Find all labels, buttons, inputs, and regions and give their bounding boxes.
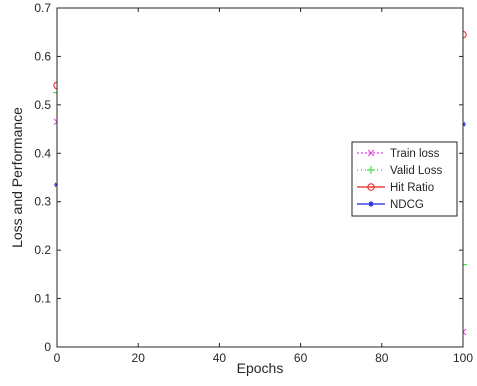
legend-marker: [367, 183, 375, 191]
x-axis-label: Epochs: [237, 360, 284, 376]
y-tick-label: 0.1: [34, 292, 51, 306]
y-tick-label: 0.4: [34, 146, 51, 160]
legend-item: Valid Loss: [357, 165, 442, 177]
y-tick-label: 0.7: [34, 1, 51, 15]
x-tick-label: 80: [375, 351, 389, 365]
y-tick-label: 0: [44, 340, 51, 354]
legend-marker: [368, 201, 374, 207]
legend-label: Valid Loss: [390, 165, 442, 177]
ticks: 0 20 40 60 80 100 0 0.1 0.2 0.3 0.4 0.5 0.6 0.7: [34, 1, 473, 365]
x-tick-label: 20: [132, 351, 146, 365]
legend-item: Train loss: [357, 148, 440, 160]
legend-item: NDCG: [357, 199, 424, 211]
legend-label: Train loss: [390, 148, 440, 160]
x-tick-label: 60: [294, 351, 308, 365]
x-tick-label: 100: [453, 351, 473, 365]
y-tick-label: 0.3: [34, 195, 51, 209]
x-tick-label: 40: [213, 351, 227, 365]
y-tick-label: 0.2: [34, 243, 51, 257]
legend-marker: [367, 166, 375, 174]
y-axis-label: Loss and Performance: [9, 107, 25, 248]
legend: Train loss Valid Loss Hit Ratio NDCG: [351, 141, 458, 217]
y-tick-label: 0.6: [34, 49, 51, 63]
legend-item: Hit Ratio: [357, 182, 434, 194]
legend-label: NDCG: [390, 199, 424, 211]
legend-marker: [367, 149, 375, 157]
y-tick-label: 0.5: [34, 98, 51, 112]
legend-label: Hit Ratio: [390, 182, 434, 194]
x-tick-label: 0: [54, 351, 61, 365]
